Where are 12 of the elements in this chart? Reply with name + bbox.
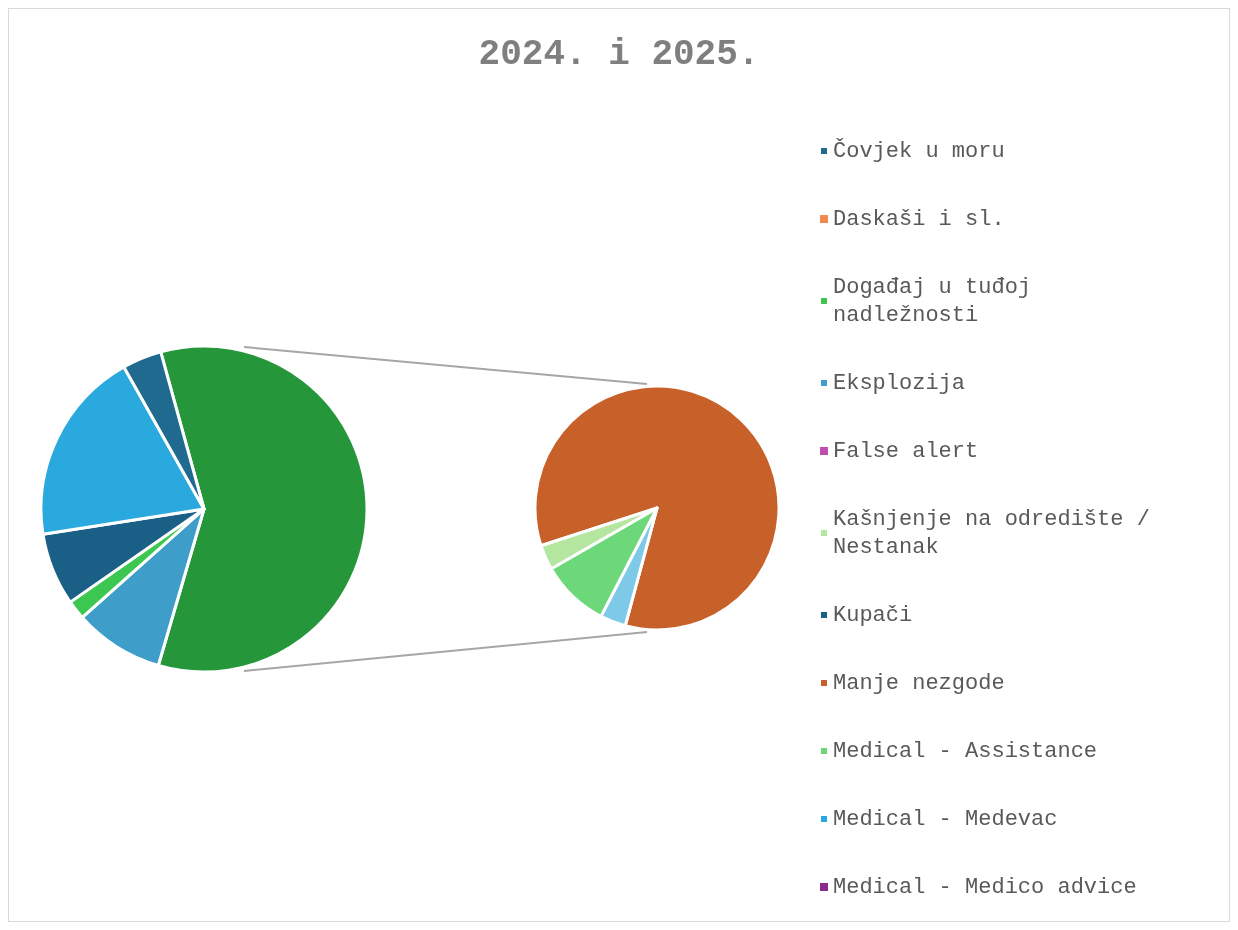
chart-title: 2024. i 2025. <box>478 33 760 75</box>
legend-label: Kupači <box>833 602 913 628</box>
legend-label: Medical - Medevac <box>833 806 1058 832</box>
legend-label: Daskaši i sl. <box>833 206 1005 232</box>
legend-label: Medical - Assistance <box>833 738 1098 764</box>
legend-label: False alert <box>833 438 979 464</box>
legend-label: Medical - Medico advice <box>833 874 1137 900</box>
legend-label: Čovjek u moru <box>833 137 1005 164</box>
legend-label: Događaj u tuđoj nadležnosti <box>833 274 1045 328</box>
legend-label: Manje nezgode <box>833 670 1005 696</box>
legend-label: Kašnjenje na odredište / Nestanak <box>833 506 1164 560</box>
legend-label: Eksplozija <box>833 370 966 396</box>
